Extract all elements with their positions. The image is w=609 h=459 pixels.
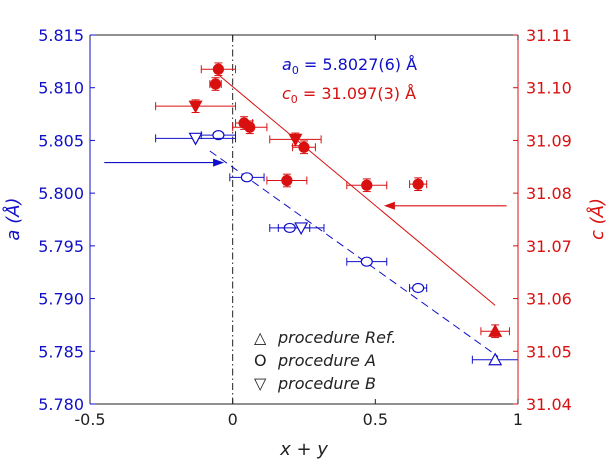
series-0-point-1-marker [240,172,254,183]
right-tick-label-7: 31.11 [526,26,572,45]
right-tick-label-5: 31.09 [526,131,572,150]
left-tick-label-1: 5.785 [38,342,84,361]
series-5-point-0-marker [488,324,503,337]
c0-annotation: c0 = 31.097(3) Å [282,84,416,106]
series-3-point-4-marker [298,141,310,153]
series-3-point-5-marker [281,174,293,187]
right-tick-label-2: 31.06 [526,290,572,309]
legend-symbol-a: O [254,351,267,370]
right-tick-label-0: 31.04 [526,395,572,414]
x-tick-label-1: 0 [228,410,238,429]
left-tick-label-4: 5.800 [38,184,84,203]
a0-arrow-head [213,158,225,167]
right-tick-label-4: 31.08 [526,184,572,203]
right-tick-label-3: 31.07 [526,237,572,256]
series-0-point-0-marker [212,130,225,141]
left-tick-label-0: 5.780 [38,395,84,414]
series-3-point-6-marker [361,179,373,191]
a0-annotation: a0 = 5.8027(6) Å [282,55,417,77]
c-fit-line [215,72,496,306]
y-left-axis-label: a (Å) [2,197,24,240]
x-tick-label-0: -0.5 [74,410,105,429]
series-4-point-0-marker [188,100,203,114]
series-3-point-1-marker [209,78,222,90]
x-tick-label-2: 0.5 [363,410,388,429]
right-tick-label-1: 31.05 [526,342,572,361]
y-right-axis-label: c (Å) [586,198,608,240]
c0-arrow-head [383,201,395,210]
legend-symbol-b: ▽ [254,374,267,393]
left-tick-label-3: 5.795 [38,237,84,256]
left-tick-label-6: 5.810 [38,79,84,98]
x-axis-label: x + y [279,439,328,459]
series-0-point-4-marker [412,282,425,294]
series-3-point-0-marker [212,63,224,75]
plot-area [90,35,518,404]
legend-symbol-ref: △ [254,328,267,347]
x-tick-label-3: 1 [513,410,523,429]
legend-label-b: procedure B [277,374,376,393]
series-3-point-3-marker [244,121,256,133]
legend-label-a: procedure A [277,351,376,370]
a-fit-line [209,150,499,357]
series-3-point-7-marker [412,178,424,190]
left-tick-label-5: 5.805 [38,131,84,150]
right-tick-label-6: 31.10 [526,79,572,98]
series-0-point-3-marker [360,256,373,267]
left-tick-label-2: 5.790 [38,290,84,309]
left-tick-label-7: 5.815 [38,26,84,45]
series-1-point-1-marker [294,222,309,236]
legend-label-ref: procedure Ref. [277,328,396,347]
series-2-point-0-marker [488,352,503,366]
series-1-point-0-marker [188,132,203,146]
series-4-point-1-marker [288,133,303,147]
